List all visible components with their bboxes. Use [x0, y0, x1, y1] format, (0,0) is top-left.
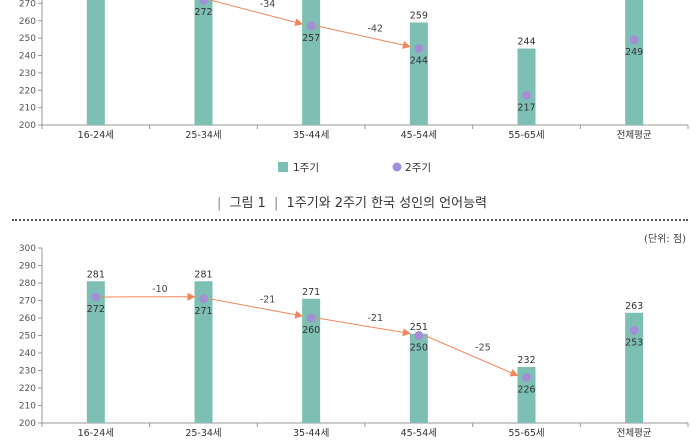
x-category-label: 55-65세 — [508, 130, 544, 141]
change-arrow — [210, 0, 303, 24]
bar-1주기 — [518, 49, 536, 125]
point-2주기 — [307, 314, 316, 323]
change-label: -10 — [152, 284, 168, 295]
bar-1주기 — [625, 0, 643, 125]
bar-1주기 — [302, 0, 320, 125]
x-category-label: 전체평균 — [617, 130, 652, 141]
value-label-2주기: 226 — [517, 385, 535, 396]
figure-title: 1주기와 2주기 한국 성인의 언어능력 — [287, 196, 488, 211]
change-label: -21 — [368, 313, 384, 324]
y-tick-label: 270 — [19, 297, 36, 307]
x-category-label: 35-44세 — [293, 428, 329, 439]
figure-label: 그림 1 — [230, 196, 266, 211]
y-tick-label: 250 — [19, 332, 36, 342]
bar-1주기 — [410, 22, 428, 125]
y-tick-label: 200 — [19, 419, 36, 429]
change-label: -42 — [368, 23, 384, 34]
y-tick-label: 290 — [19, 262, 36, 272]
x-category-label: 25-34세 — [185, 130, 221, 141]
y-tick-label: 230 — [19, 69, 36, 79]
value-label-1주기: 244 — [517, 37, 535, 48]
x-category-label: 16-24세 — [78, 428, 114, 439]
change-arrow — [317, 318, 410, 334]
bar-1주기 — [87, 281, 105, 423]
value-label-2주기: 260 — [302, 325, 320, 336]
chart-top: 200 210 220 230 240 250 260 270 16-24세 25-34세 35-4… — [19, 0, 688, 141]
chart-bottom: 200 210 220 230 240 250 260 270 280 290 300 16-24세 2… — [19, 244, 688, 439]
x-category-label: 전체평균 — [617, 428, 652, 439]
y-tick-label: 210 — [19, 402, 36, 412]
point-2주기 — [630, 326, 639, 335]
value-label-1주기: 263 — [625, 301, 643, 312]
x-category-label: 55-65세 — [508, 428, 544, 439]
y-tick-label: 270 — [19, 0, 36, 9]
y-tick-label: 220 — [19, 86, 36, 96]
y-tick-label: 300 — [19, 244, 36, 254]
value-label-2주기: 272 — [194, 7, 212, 18]
change-label: -25 — [475, 343, 491, 354]
value-label-2주기: 250 — [410, 343, 428, 354]
value-label-2주기: 249 — [625, 47, 643, 58]
legend: 1주기 2주기 — [278, 162, 431, 174]
change-label: -34 — [260, 0, 276, 10]
change-label: -21 — [260, 294, 276, 305]
value-label-1주기: 251 — [410, 322, 428, 333]
value-label-2주기: 271 — [194, 306, 212, 317]
x-category-label: 25-34세 — [185, 428, 221, 439]
change-arrow — [317, 26, 410, 47]
value-label-1주기: 232 — [517, 355, 535, 366]
y-tick-label: 240 — [19, 349, 36, 359]
y-tick-label: 260 — [19, 314, 36, 324]
x-category-label: 45-54세 — [401, 130, 437, 141]
y-tick-label: 240 — [19, 52, 36, 62]
point-2주기 — [307, 21, 316, 30]
legend-swatch-1주기 — [278, 162, 288, 172]
point-2주기 — [199, 294, 208, 303]
x-category-label: 16-24세 — [78, 130, 114, 141]
value-label-2주기: 257 — [302, 33, 320, 44]
y-tick-label: 220 — [19, 384, 36, 394]
figure-caption: | 그림 1 | 1주기와 2주기 한국 성인의 언어능력 — [0, 192, 700, 211]
bar-1주기 — [87, 0, 105, 125]
change-arrow — [210, 299, 303, 316]
dotted-divider — [12, 219, 688, 221]
change-arrow — [425, 336, 518, 376]
x-category-label: 35-44세 — [293, 130, 329, 141]
value-label-2주기: 244 — [410, 56, 428, 67]
y-tick-label: 250 — [19, 34, 36, 44]
point-2주기 — [630, 35, 639, 44]
value-label-1주기: 259 — [410, 10, 428, 21]
point-2주기 — [414, 44, 423, 53]
point-2주기 — [91, 293, 100, 302]
unit-label: (단위: 점) — [644, 230, 686, 245]
value-label-1주기: 281 — [194, 269, 212, 280]
y-tick-label: 230 — [19, 367, 36, 377]
bar-1주기 — [195, 0, 213, 125]
legend-swatch-2주기 — [393, 163, 402, 172]
y-tick-label: 260 — [19, 17, 36, 27]
value-label-2주기: 272 — [87, 304, 105, 315]
y-tick-label: 280 — [19, 279, 36, 289]
legend-label-2주기: 2주기 — [405, 162, 431, 174]
y-tick-label: 200 — [19, 121, 36, 131]
y-tick-label: 210 — [19, 104, 36, 114]
point-2주기 — [522, 373, 531, 382]
legend-label-1주기: 1주기 — [293, 162, 319, 174]
value-label-1주기: 281 — [87, 269, 105, 280]
point-2주기 — [522, 91, 531, 100]
value-label-2주기: 253 — [625, 337, 643, 348]
x-category-label: 45-54세 — [401, 428, 437, 439]
value-label-1주기: 271 — [302, 287, 320, 298]
value-label-2주기: 217 — [517, 102, 535, 113]
